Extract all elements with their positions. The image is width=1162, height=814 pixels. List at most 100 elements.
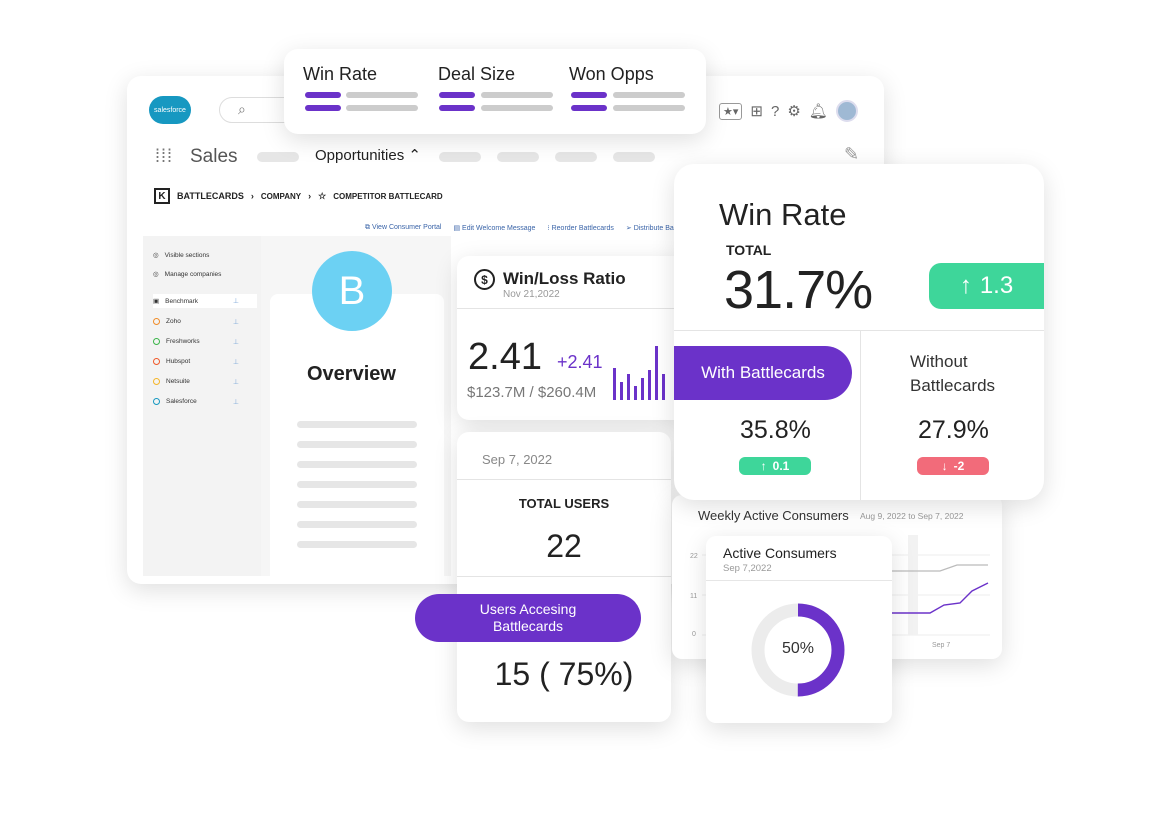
bar <box>305 105 341 111</box>
active-consumers-title: Active Consumers <box>723 545 837 561</box>
nav-opportunities[interactable]: Opportunities ⌃ <box>315 147 421 164</box>
action-distribute[interactable]: ➢ Distribute Ba <box>625 225 674 232</box>
nav-item-placeholder[interactable] <box>613 152 655 162</box>
breadcrumb-company[interactable]: COMPANY <box>260 191 302 201</box>
sidebar-item-zoho[interactable]: Zoho ⊥ <box>153 318 257 326</box>
with-battlecards-pill: With Battlecards <box>674 346 852 400</box>
active-consumers-date: Sep 7,2022 <box>723 563 772 574</box>
pin-icon[interactable]: ⊥ <box>232 298 239 305</box>
users-date: Sep 7, 2022 <box>482 452 553 467</box>
tab-win-rate[interactable]: Win Rate <box>303 64 378 84</box>
gear-icon[interactable]: ⚙ <box>787 103 801 120</box>
nav-item-placeholder[interactable] <box>555 152 597 162</box>
klue-logo-icon: K <box>154 188 170 204</box>
breadcrumb-competitor[interactable]: COMPETITOR BATTLECARD <box>333 191 443 201</box>
total-users-title: TOTAL USERS <box>518 496 610 511</box>
chevron-right-icon: › <box>250 191 254 201</box>
win-loss-delta: +2.41 <box>557 352 603 372</box>
sidebar-item-freshworks[interactable]: Freshworks ⊥ <box>153 338 257 346</box>
pin-icon[interactable]: ⊥ <box>232 338 239 346</box>
mini-bar-chart <box>613 346 665 400</box>
action-edit-welcome[interactable]: ▤ Edit Welcome Message <box>453 225 536 232</box>
placeholder-line <box>297 421 417 428</box>
y-tick: 22 <box>690 553 698 560</box>
sidebar-item-benchmark[interactable]: ▣ Benchmark ⊥ <box>153 294 257 308</box>
divider <box>457 576 671 577</box>
add-icon[interactable]: ⊞ <box>750 103 763 120</box>
salesforce-logo: salesforce <box>149 96 191 124</box>
action-view-consumer-portal[interactable]: ⧉ View Consumer Portal <box>365 224 442 231</box>
edit-pencil-icon[interactable]: ✎ <box>844 144 860 164</box>
eye-icon: ◎ <box>153 252 159 259</box>
pin-icon[interactable]: ⊥ <box>232 318 239 326</box>
sidebar-item-salesforce[interactable]: Salesforce ⊥ <box>153 398 257 406</box>
arrow-up-icon: ↑ <box>959 272 972 299</box>
action-reorder[interactable]: ⁝ Reorder Battlecards <box>547 225 614 232</box>
win-rate-total-label: TOTAL <box>726 242 772 258</box>
chevron-up-icon: ⌃ <box>408 147 421 164</box>
placeholder-line <box>297 481 417 488</box>
pin-icon[interactable]: ⊥ <box>232 378 239 386</box>
nav-item-placeholder[interactable] <box>257 152 299 162</box>
donut-percent-label: 50% <box>781 640 815 657</box>
bar <box>613 92 685 98</box>
placeholder-line <box>297 441 417 448</box>
x-tick: Sep 7 <box>932 642 950 649</box>
bar <box>613 105 685 111</box>
tab-deal-size[interactable]: Deal Size <box>438 64 516 84</box>
tab-won-opps[interactable]: Won Opps <box>569 64 654 84</box>
search-icon: ⌕ <box>238 101 246 117</box>
eye-icon: ◎ <box>153 271 159 278</box>
win-loss-date: Nov 21,2022 <box>503 289 560 300</box>
bar <box>481 105 553 111</box>
without-battlecards-label: Without Battlecards <box>910 352 996 395</box>
bar <box>439 92 475 98</box>
breadcrumb-battlecards[interactable]: BATTLECARDS <box>177 191 244 201</box>
nav-item-placeholder[interactable] <box>497 152 539 162</box>
with-battlecards-value: 35.8% <box>740 416 811 444</box>
square-icon: ▣ <box>153 298 160 305</box>
company-avatar: B <box>312 251 392 331</box>
users-accessing-pill: Users Accesing Battlecards <box>415 594 641 642</box>
sidebar-item-manage-companies[interactable]: ◎ Manage companies <box>153 270 222 279</box>
placeholder-line <box>297 501 417 508</box>
win-loss-amounts: $123.7M / $260.4M <box>467 384 597 401</box>
app-launcher-icon[interactable]: ⁞⁞⁞ <box>155 146 174 166</box>
star-icon[interactable]: ☆ <box>318 190 327 201</box>
placeholder-line <box>297 521 417 528</box>
donut-arc <box>751 603 845 697</box>
company-dot-icon <box>153 338 160 345</box>
overview-title: Overview <box>307 363 396 385</box>
sidebar-item-hubspot[interactable]: Hubspot ⊥ <box>153 358 257 366</box>
action-links: ⧉ View Consumer Portal ▤ Edit Welcome Me… <box>365 224 674 232</box>
avatar[interactable] <box>835 100 858 122</box>
help-icon[interactable]: ? <box>770 102 780 120</box>
weekly-title: Weekly Active Consumers <box>698 508 849 523</box>
bar <box>481 92 553 98</box>
divider <box>674 330 1044 331</box>
active-consumers-card: Active Consumers Sep 7,2022 50% <box>706 536 892 723</box>
company-dot-icon <box>153 358 160 365</box>
bar <box>571 105 607 111</box>
sidebar-item-visible-sections[interactable]: ◎ Visible sections <box>153 251 210 260</box>
company-dot-icon <box>153 398 160 405</box>
favorites-icon[interactable]: ★▾ <box>719 102 743 120</box>
pin-icon[interactable]: ⊥ <box>232 358 239 366</box>
nav-item-placeholder[interactable] <box>439 152 481 162</box>
weekly-date-range: Aug 9, 2022 to Sep 7, 2022 <box>860 511 964 521</box>
bell-icon[interactable]: 🔔︎ <box>808 103 828 120</box>
without-delta-badge: ↓ -2 <box>917 457 989 475</box>
arrow-down-icon: ↓ <box>941 459 948 473</box>
sidebar: ◎ Visible sections ◎ Manage companies ▣ Ben… <box>143 236 261 576</box>
overview-card <box>270 294 444 584</box>
sidebar-item-netsuite[interactable]: Netsuite ⊥ <box>153 378 257 386</box>
win-rate-title: Win Rate <box>719 197 847 232</box>
win-rate-delta-badge: ↑ 1.3 <box>929 263 1044 309</box>
pin-icon[interactable]: ⊥ <box>232 398 239 406</box>
metric-tabs: Win Rate Deal Size Won Opps <box>284 49 706 134</box>
header-icons: ★▾ ⊞ ? ⚙ 🔔︎ <box>719 100 858 122</box>
divider <box>706 580 892 581</box>
total-users-value: 22 <box>546 528 582 564</box>
app-name: Sales <box>190 146 238 167</box>
win-loss-value: 2.41 <box>468 336 542 378</box>
